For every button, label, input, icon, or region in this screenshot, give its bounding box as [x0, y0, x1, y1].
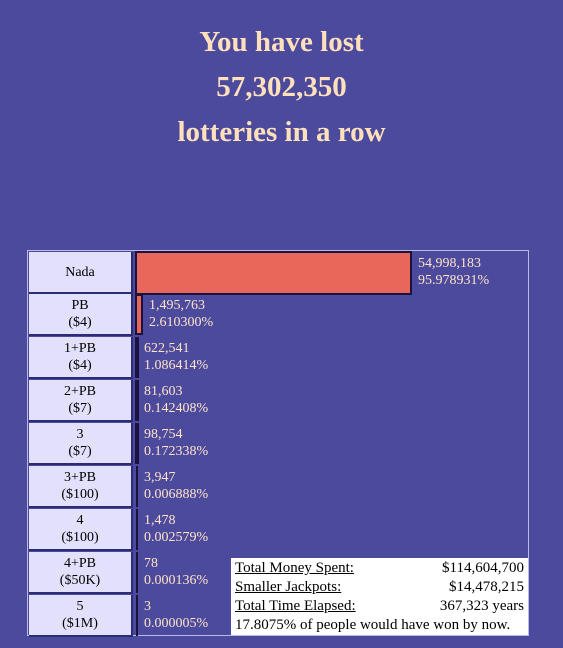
outcome-stats: 622,541 1.086414% [144, 340, 208, 374]
outcome-bar [135, 466, 138, 507]
outcome-name: 3 [76, 427, 84, 442]
time-elapsed-value: 367,323 years [439, 598, 524, 614]
outcome-label: 1+PB ($4) [29, 337, 133, 379]
outcome-label: Nada [29, 252, 133, 294]
outcome-count: 3,947 [144, 470, 176, 485]
outcome-name: 4 [76, 513, 84, 528]
outcome-stats: 3 0.000005% [144, 598, 208, 632]
outcome-stats: 1,478 0.002579% [144, 512, 208, 546]
outcome-prize: ($100) [61, 487, 99, 502]
outcome-count: 1,478 [144, 513, 176, 528]
outcome-stats: 1,495,763 2.610300% [149, 297, 213, 331]
outcome-percent: 2.610300% [149, 315, 214, 330]
outcome-bar [135, 423, 139, 464]
outcome-name: Nada [65, 264, 95, 280]
outcome-percent: 1.086414% [144, 358, 209, 373]
results-board: Nada 54,998,183 95.978931% PB ($4) 1,495,763 2… [27, 250, 529, 637]
outcome-count: 78 [144, 556, 158, 571]
outcome-name: 1+PB [63, 341, 97, 356]
outcome-name: 4+PB [63, 556, 97, 571]
outcome-count: 3 [144, 599, 151, 614]
outcome-prize: ($7) [68, 401, 92, 416]
summary-row-time: Total Time Elapsed: 367,323 years [235, 597, 524, 616]
outcome-count: 1,495,763 [149, 298, 205, 313]
outcome-count: 81,603 [144, 384, 183, 399]
time-elapsed-label: Total Time Elapsed: [235, 598, 356, 614]
outcome-prize: ($50K) [59, 573, 101, 588]
outcome-name: 5 [76, 599, 84, 614]
outcome-bar [135, 380, 139, 421]
money-spent-value: $114,604,700 [442, 560, 524, 576]
outcome-count: 98,754 [144, 427, 183, 442]
outcome-percent: 0.006888% [144, 487, 209, 502]
outcome-count: 622,541 [144, 341, 190, 356]
outcome-bar [135, 595, 138, 636]
outcome-label: 4 ($100) [29, 509, 133, 551]
outcome-percent: 0.002579% [144, 530, 209, 545]
headline: You have lost 57,302,350 lotteries in a … [0, 20, 563, 155]
smaller-jackpots-value: $14,478,215 [449, 579, 524, 595]
outcome-stats: 78 0.000136% [144, 555, 208, 589]
outcome-stats: 81,603 0.142408% [144, 383, 208, 417]
money-spent-label: Total Money Spent: [235, 560, 354, 576]
outcome-percent: 0.142408% [144, 401, 209, 416]
outcome-bar [135, 337, 139, 378]
outcome-name: 3+PB [63, 470, 97, 485]
outcome-name: 2+PB [63, 384, 97, 399]
outcome-label: 4+PB ($50K) [29, 552, 133, 594]
outcome-stats: 3,947 0.006888% [144, 469, 208, 503]
outcome-name: PB [71, 298, 89, 313]
outcome-prize: ($1M) [62, 616, 98, 631]
outcome-bar [135, 294, 143, 335]
outcome-stats: 98,754 0.172338% [144, 426, 208, 460]
outcome-label: 2+PB ($7) [29, 380, 133, 422]
outcome-stats: 54,998,183 95.978931% [418, 255, 489, 289]
summary-row-money: Total Money Spent: $114,604,700 [235, 559, 524, 578]
smaller-jackpots-label: Smaller Jackpots: [235, 579, 342, 595]
outcome-prize: ($7) [68, 444, 92, 459]
summary-box: Total Money Spent: $114,604,700 Smaller … [231, 558, 528, 635]
outcome-label: 3+PB ($100) [29, 466, 133, 508]
outcome-percent: 95.978931% [418, 273, 490, 288]
outcome-count: 54,998,183 [418, 256, 481, 271]
outcome-bar [135, 509, 138, 550]
outcome-label: PB ($4) [29, 294, 133, 336]
outcome-prize: ($4) [68, 358, 92, 373]
headline-line-1: You have lost [199, 26, 364, 58]
outcome-bar [135, 251, 412, 295]
outcome-percent: 0.000005% [144, 616, 209, 631]
outcome-percent: 0.000136% [144, 573, 209, 588]
outcome-prize: ($4) [68, 315, 92, 330]
outcome-percent: 0.172338% [144, 444, 209, 459]
outcome-bar [135, 552, 138, 593]
win-probability-note: 17.8075% of people would have won by now… [235, 617, 511, 633]
summary-row-jackpots: Smaller Jackpots: $14,478,215 [235, 578, 524, 597]
outcome-label: 5 ($1M) [29, 595, 133, 637]
outcome-label: 3 ($7) [29, 423, 133, 465]
loss-count: 57,302,350 [216, 71, 347, 103]
outcome-prize: ($100) [61, 530, 99, 545]
headline-line-3: lotteries in a row [177, 116, 386, 148]
